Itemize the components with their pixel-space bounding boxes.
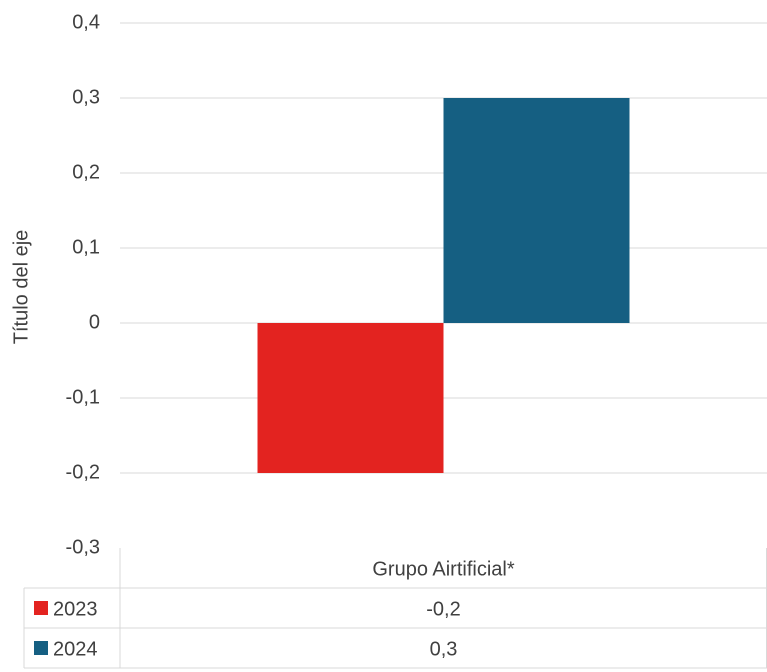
bar xyxy=(443,98,630,323)
y-axis-title: Título del eje xyxy=(10,230,32,345)
legend-label: 2024 xyxy=(53,638,98,660)
y-tick-label: 0,1 xyxy=(72,236,100,258)
legend-label: 2023 xyxy=(53,598,98,620)
y-tick-label: -0,1 xyxy=(66,386,100,408)
legend-swatch xyxy=(34,601,48,615)
bar xyxy=(257,323,444,473)
legend-swatch xyxy=(34,641,48,655)
table-value: -0,2 xyxy=(426,598,460,620)
y-tick-label: 0,3 xyxy=(72,86,100,108)
y-tick-label: 0,4 xyxy=(72,11,100,33)
x-tick-label: Grupo Airtificial* xyxy=(372,558,514,580)
y-tick-label: 0,2 xyxy=(72,161,100,183)
y-tick-label: 0 xyxy=(89,311,100,333)
table-value: 0,3 xyxy=(430,638,458,660)
y-tick-label: -0,3 xyxy=(66,536,100,558)
y-tick-label: -0,2 xyxy=(66,461,100,483)
